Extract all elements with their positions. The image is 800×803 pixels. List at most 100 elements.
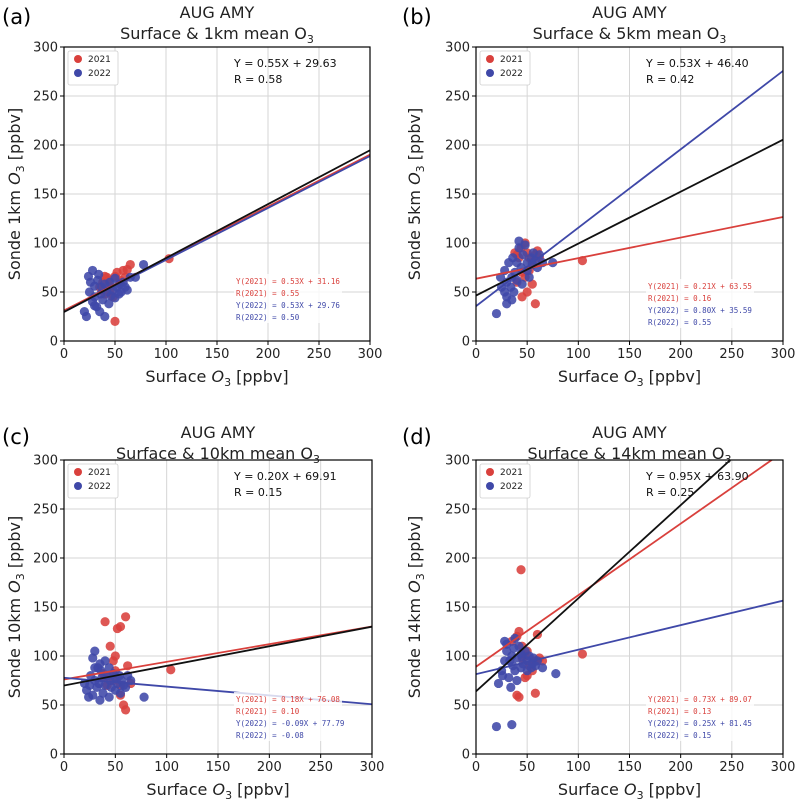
chart-title-line1: AUG AMY xyxy=(180,3,255,22)
point-2021 xyxy=(530,688,540,698)
y-tick-label: 100 xyxy=(33,650,58,665)
y-tick-label: 0 xyxy=(50,748,58,763)
x-tick-label: 50 xyxy=(519,347,536,362)
x-tick-label: 150 xyxy=(617,760,642,775)
point-2022 xyxy=(537,663,548,673)
point-2022 xyxy=(517,279,527,289)
stat-eq-2022: Y(2022) = -0.09X + 77.79 xyxy=(236,719,344,728)
overall-r: R = 0.58 xyxy=(234,73,282,86)
point-2021 xyxy=(527,279,537,289)
x-tick-label: 150 xyxy=(206,760,231,775)
point-2022 xyxy=(512,675,522,686)
point-2021 xyxy=(100,617,110,627)
x-tick-label: 200 xyxy=(257,760,282,775)
legend: 2021 2022 xyxy=(479,50,531,86)
y-tick-label: 300 xyxy=(33,41,58,56)
legend-marker-2022 xyxy=(486,482,494,490)
legend-marker-2021 xyxy=(486,55,494,63)
x-tick-label: 100 xyxy=(154,760,179,775)
point-2021 xyxy=(110,316,120,326)
stat-eq-2022: Y(2022) = 0.53X + 29.76 xyxy=(236,301,340,310)
x-tick-label: 250 xyxy=(307,347,332,362)
x-tick-label: 300 xyxy=(360,760,385,775)
stats-box xyxy=(234,274,342,323)
point-2022 xyxy=(138,259,149,270)
fit-line-all xyxy=(64,625,372,687)
y-tick-label: 200 xyxy=(445,139,470,154)
y-tick-label: 0 xyxy=(462,335,470,350)
y-axis-label: Sonde 14km O3 [ppbv] xyxy=(405,516,427,699)
point-2022 xyxy=(85,277,96,287)
x-tick-label: 250 xyxy=(719,347,744,362)
stats-box xyxy=(646,279,754,328)
stat-r-2021: R(2021) = 0.13 xyxy=(648,707,711,716)
y-tick-label: 150 xyxy=(445,601,470,616)
y-tick-label: 150 xyxy=(33,601,58,616)
y-tick-label: 200 xyxy=(33,552,58,567)
y-tick-label: 300 xyxy=(445,454,470,469)
x-tick-label: 0 xyxy=(60,347,68,362)
x-tick-label: 100 xyxy=(154,347,179,362)
y-tick-label: 100 xyxy=(445,237,470,252)
point-2021 xyxy=(530,299,540,309)
x-tick-label: 0 xyxy=(472,760,480,775)
point-2022 xyxy=(493,678,504,689)
y-tick-label: 50 xyxy=(453,699,470,714)
y-tick-label: 50 xyxy=(41,699,58,714)
panel-letter: (d) xyxy=(402,425,432,449)
fit-line-2022 xyxy=(476,70,783,307)
stat-r-2021: R(2021) = 0.10 xyxy=(236,707,300,716)
point-2022 xyxy=(122,285,132,295)
legend: 2021 2022 xyxy=(67,463,119,499)
x-axis-label: Surface O3 [ppbv] xyxy=(145,367,288,389)
x-tick-label: 200 xyxy=(668,760,693,775)
x-tick-label: 300 xyxy=(771,760,796,775)
legend-label-2022: 2022 xyxy=(500,69,523,79)
point-2021 xyxy=(577,649,588,659)
overall-equation: Y = 0.55X + 29.63 xyxy=(233,57,337,70)
point-2021 xyxy=(166,665,176,675)
point-2022 xyxy=(104,663,114,673)
fit-line-all xyxy=(476,460,732,693)
stats-box xyxy=(646,692,754,741)
y-tick-label: 50 xyxy=(453,286,470,301)
stat-r-2022: R(2022) = -0.08 xyxy=(236,731,304,740)
point-2022 xyxy=(509,287,519,297)
point-2022 xyxy=(514,641,524,651)
x-tick-label: 300 xyxy=(771,347,796,362)
y-tick-label: 0 xyxy=(50,335,58,350)
stat-eq-2021: Y(2021) = 0.21X + 63.55 xyxy=(648,282,752,291)
stat-eq-2022: Y(2022) = 0.80X + 35.59 xyxy=(648,306,752,315)
panel-letter: (b) xyxy=(402,5,432,29)
stat-r-2021: R(2021) = 0.55 xyxy=(236,289,299,298)
point-2021 xyxy=(108,656,118,666)
point-2022 xyxy=(518,250,528,260)
panel-1: 0 50 100 150 200 250 300 0 50 100 150 200 250 300 (b) A… xyxy=(402,3,795,389)
point-2022 xyxy=(84,692,94,702)
stat-r-2022: R(2022) = 0.55 xyxy=(648,318,711,327)
stat-eq-2022: Y(2022) = 0.25X + 81.45 xyxy=(648,719,752,728)
point-2021 xyxy=(105,641,115,651)
y-axis-label: Sonde 10km O3 [ppbv] xyxy=(5,516,27,699)
y-tick-label: 250 xyxy=(33,90,58,105)
fit-line-2021 xyxy=(476,460,774,668)
legend: 2021 2022 xyxy=(479,463,531,499)
y-tick-label: 0 xyxy=(462,748,470,763)
fit-line-all xyxy=(64,149,370,313)
legend-marker-2021 xyxy=(74,468,82,476)
legend-marker-2022 xyxy=(74,482,82,490)
point-2022 xyxy=(90,301,100,311)
x-tick-label: 50 xyxy=(107,347,124,362)
chart-title-line1: AUG AMY xyxy=(181,423,256,442)
point-2022 xyxy=(81,311,92,322)
x-tick-label: 100 xyxy=(566,347,591,362)
y-axis-label: Sonde 1km O3 [ppbv] xyxy=(5,108,27,280)
point-2022 xyxy=(100,311,110,322)
point-2022 xyxy=(104,692,114,702)
point-2022 xyxy=(94,269,104,279)
y-tick-label: 150 xyxy=(33,188,58,203)
legend-label-2022: 2022 xyxy=(500,482,523,492)
point-2022 xyxy=(121,682,131,692)
y-tick-label: 250 xyxy=(445,503,470,518)
